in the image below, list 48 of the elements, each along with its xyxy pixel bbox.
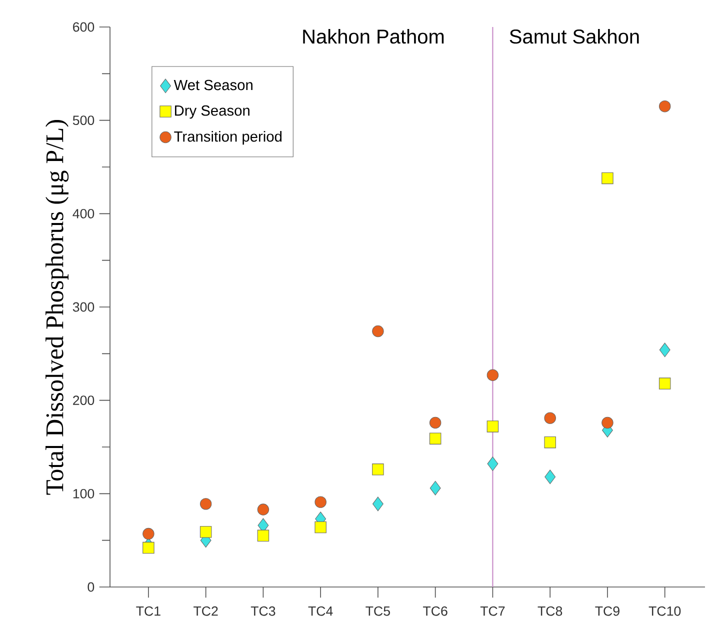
point <box>544 412 556 424</box>
point <box>314 496 326 508</box>
point <box>658 100 671 112</box>
legend-label: Transition period <box>174 130 282 145</box>
legend-label: Dry Season <box>175 105 250 119</box>
point <box>602 172 614 184</box>
annotation: Nakhon Pathom <box>303 28 444 44</box>
y-tick-label: 200 <box>73 396 94 406</box>
y-tick-label: 0 <box>88 582 94 592</box>
point <box>544 470 556 484</box>
point <box>430 480 441 496</box>
y-tick-label: 100 <box>73 488 94 498</box>
point <box>429 416 442 429</box>
point <box>372 325 384 338</box>
point <box>200 498 212 510</box>
point <box>429 432 442 444</box>
point <box>257 530 270 542</box>
x-tick-label: TC8 <box>538 606 562 616</box>
point <box>486 369 499 381</box>
x-tick-label: TC9 <box>595 606 620 616</box>
point <box>602 416 614 429</box>
x-tick-label: TC2 <box>194 606 218 616</box>
point <box>142 542 154 554</box>
x-tick-label: TC4 <box>308 606 333 616</box>
point <box>486 420 499 432</box>
point <box>200 526 212 538</box>
x-tick-label: TC10 <box>648 606 681 616</box>
y-tick-label: 300 <box>72 302 94 312</box>
point <box>658 378 671 390</box>
point <box>142 528 154 540</box>
y-axis-title: Total Dissolved Phosphorus (μg P/L) <box>46 120 69 495</box>
x-tick-label: TC7 <box>480 606 505 616</box>
point <box>659 342 670 358</box>
point <box>372 496 384 512</box>
point <box>544 436 556 448</box>
point <box>257 504 270 516</box>
x-tick-label: TC5 <box>366 606 390 616</box>
y-tick-label: 500 <box>72 116 94 126</box>
x-tick-label: TC6 <box>423 606 448 616</box>
point <box>314 521 326 534</box>
y-tick-label: 600 <box>73 22 94 32</box>
x-tick-label: TC3 <box>250 606 276 616</box>
y-tick-label: 400 <box>72 208 94 218</box>
x-tick-label: TC1 <box>136 606 160 616</box>
point <box>372 464 384 476</box>
annotation: Samut Sakhon <box>510 28 639 44</box>
point <box>487 456 498 472</box>
legend-label: Wet Season <box>174 80 252 90</box>
